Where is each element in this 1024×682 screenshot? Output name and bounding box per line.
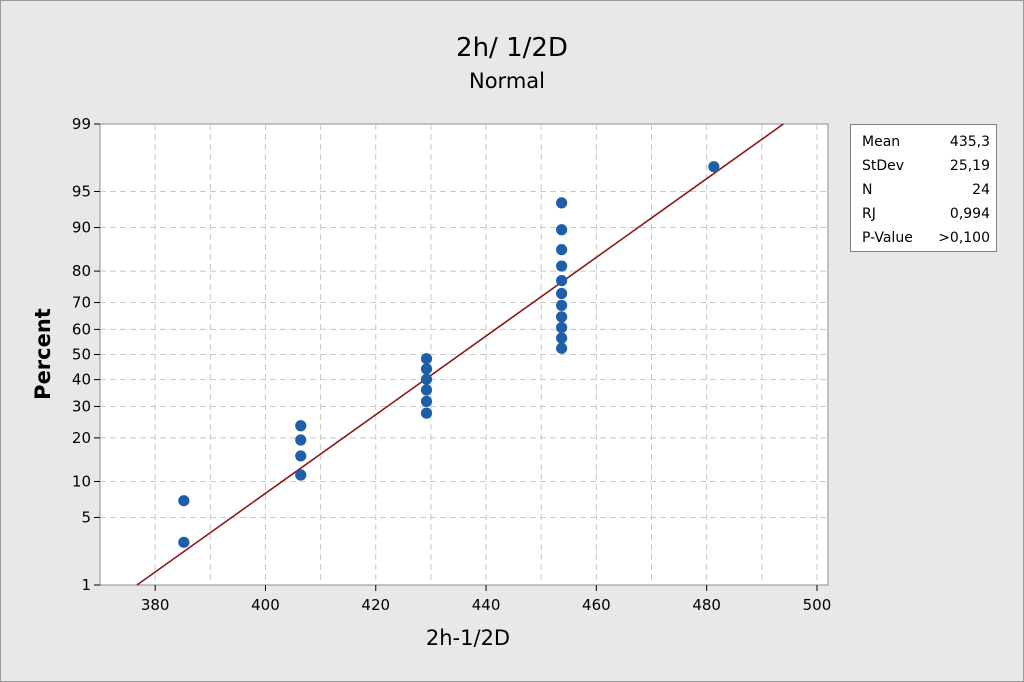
data-point <box>708 161 720 173</box>
stat-row-n: N 24 <box>862 178 990 202</box>
data-point <box>420 373 433 385</box>
data-point <box>295 434 307 446</box>
fit-line <box>136 123 784 586</box>
stat-label: StDev <box>862 158 905 174</box>
x-axis-ticks: 380 400 420 440 460 480 500 <box>141 585 831 614</box>
stat-row-p-value: P-Value >0,100 <box>862 226 990 250</box>
x-tick-label: 420 <box>361 596 390 614</box>
x-tick-label: 500 <box>803 596 832 614</box>
x-tick-label: 480 <box>692 596 721 614</box>
y-tick-label: 95 <box>72 183 91 201</box>
data-points <box>178 161 720 548</box>
data-point <box>420 407 433 419</box>
x-axis-title: 2h-1/2D <box>426 626 510 650</box>
x-tick-label: 440 <box>472 596 501 614</box>
y-tick-label: 1 <box>81 576 91 594</box>
y-tick-label: 20 <box>72 429 91 447</box>
stat-row-rj: RJ 0,994 <box>862 202 990 226</box>
data-point <box>556 260 568 272</box>
y-axis-ticks: 1 5 10 20 30 40 50 60 70 80 90 95 99 <box>72 115 100 594</box>
y-tick-label: 99 <box>72 115 91 133</box>
stat-label: N <box>862 182 873 198</box>
fit-line-group <box>136 123 784 586</box>
data-point <box>556 332 568 344</box>
stat-label: RJ <box>862 206 876 222</box>
data-point <box>556 275 568 287</box>
data-point <box>178 536 190 548</box>
data-point <box>556 342 568 354</box>
y-tick-label: 30 <box>72 397 91 415</box>
stat-label: P-Value <box>862 230 913 246</box>
data-point <box>178 495 190 507</box>
data-point <box>556 321 568 334</box>
stat-row-mean: Mean 435,3 <box>862 130 990 154</box>
stat-label: Mean <box>862 134 901 150</box>
stat-row-stdev: StDev 25,19 <box>862 154 990 178</box>
x-tick-label: 460 <box>582 596 611 614</box>
data-point <box>420 384 433 396</box>
stat-value: 24 <box>972 182 990 198</box>
y-tick-label: 90 <box>72 219 91 237</box>
data-point <box>556 311 568 323</box>
stat-value: 0,994 <box>949 206 990 222</box>
x-tick-label: 380 <box>141 596 170 614</box>
data-point <box>295 420 307 432</box>
data-point <box>295 469 307 481</box>
data-point <box>420 353 433 365</box>
data-point <box>295 450 307 462</box>
y-tick-label: 40 <box>72 371 91 389</box>
y-tick-label: 80 <box>72 262 91 280</box>
data-point <box>556 224 568 236</box>
data-point <box>420 363 433 375</box>
data-point <box>420 395 433 407</box>
stat-value: >0,100 <box>938 230 990 246</box>
y-tick-label: 70 <box>72 294 91 312</box>
x-tick-label: 400 <box>251 596 280 614</box>
y-tick-label: 5 <box>81 508 91 526</box>
y-axis-title: Percent <box>31 308 55 400</box>
y-tick-label: 60 <box>72 320 91 338</box>
statistics-legend: Mean 435,3 StDev 25,19 N 24 RJ 0,994 P-V… <box>850 124 997 252</box>
stat-value: 435,3 <box>949 134 990 150</box>
y-tick-label: 10 <box>72 472 91 490</box>
y-tick-label: 50 <box>72 346 91 364</box>
chart-subtitle: Normal <box>469 69 545 93</box>
data-point <box>556 244 568 256</box>
data-point <box>556 287 568 300</box>
data-point <box>556 299 568 311</box>
chart-title: 2h/ 1/2D <box>456 33 568 63</box>
stat-value: 25,19 <box>949 158 990 174</box>
gridlines <box>100 124 828 585</box>
data-point <box>556 197 568 209</box>
